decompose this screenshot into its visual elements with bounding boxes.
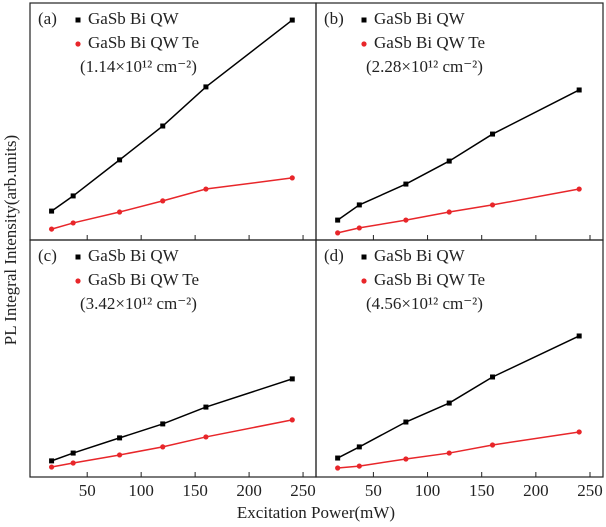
data-point [117,435,123,441]
data-point [203,186,209,192]
x-tick-label: 250 [290,481,316,500]
data-point [361,278,367,284]
data-point [403,217,409,223]
x-tick-label: 200 [523,481,549,500]
data-point [160,123,166,129]
data-point [335,455,341,461]
data-point [75,278,81,284]
data-point [356,463,362,469]
data-point [116,209,123,215]
data-point [75,254,81,260]
x-tick-label: 50 [79,481,96,500]
annotation: (2.28×10¹² cm⁻²) [366,57,483,76]
x-tick-label: 150 [469,481,495,500]
data-point [356,444,362,450]
panel-label: (b) [324,9,344,28]
data-line [337,188,580,234]
annotation: (1.14×10¹² cm⁻²) [80,57,197,76]
data-point [356,202,362,208]
data-point [403,456,409,462]
data-point [489,442,496,448]
data-point [335,230,341,236]
data-point [48,226,55,232]
panel-label: (c) [38,246,57,265]
data-point [160,198,166,204]
data-point [403,181,409,187]
data-point [48,464,55,470]
legend-label: GaSb Bi QW Te [88,270,199,289]
data-point [576,429,582,435]
y-axis-label: PL Integral Intensity(arb.units) [1,135,20,345]
data-point [403,419,409,425]
data-point [289,417,295,423]
data-point [70,193,76,199]
data-line [337,335,580,459]
data-point [446,450,452,456]
legend-label: GaSb Bi QW Te [374,33,485,52]
data-point [489,202,496,208]
annotation: (4.56×10¹² cm⁻²) [366,294,483,313]
data-point [289,17,295,23]
data-point [160,444,166,450]
data-point [203,434,209,440]
data-point [289,376,295,382]
legend-label: GaSb Bi QW [374,246,466,265]
data-point [70,220,76,226]
data-line [51,19,293,212]
data-line [337,431,580,469]
data-point [576,333,582,339]
x-tick-label: 250 [577,481,603,500]
data-line [337,89,580,221]
x-tick-label: 200 [236,481,262,500]
data-point [116,452,123,458]
data-point [70,460,76,466]
data-line [51,177,293,230]
legend-label: GaSb Bi QW [88,246,180,265]
data-point [70,450,76,456]
legend-label: GaSb Bi QW [88,9,180,28]
x-tick-label: 100 [128,481,154,500]
data-point [49,208,55,214]
data-point [335,217,341,223]
legend-label: GaSb Bi QW [374,9,466,28]
panel-label: (d) [324,246,344,265]
panel-frame [315,239,604,478]
x-tick-label: 50 [365,481,382,500]
panel-label: (a) [38,9,57,28]
data-line [51,378,293,462]
data-point [75,17,81,23]
data-line [51,419,293,468]
x-tick-label: 150 [182,481,208,500]
data-point [446,158,452,164]
data-point [490,374,496,380]
data-point [490,131,496,137]
data-point [361,17,367,23]
data-point [203,84,209,90]
data-point [446,400,452,406]
data-point [361,254,367,260]
data-point [576,186,582,192]
data-point [160,421,166,427]
data-point [289,175,295,181]
data-point [361,41,367,47]
x-tick-label: 100 [415,481,441,500]
data-point [356,225,362,231]
legend-label: GaSb Bi QW Te [374,270,485,289]
x-axis-label: Excitation Power(mW) [237,503,395,522]
data-point [203,404,209,410]
data-point [335,465,341,471]
annotation: (3.42×10¹² cm⁻²) [80,294,197,313]
data-point [117,157,123,163]
data-point [446,209,452,215]
legend-label: GaSb Bi QW Te [88,33,199,52]
data-point [49,458,55,464]
data-point [576,87,582,93]
data-point [75,41,81,47]
